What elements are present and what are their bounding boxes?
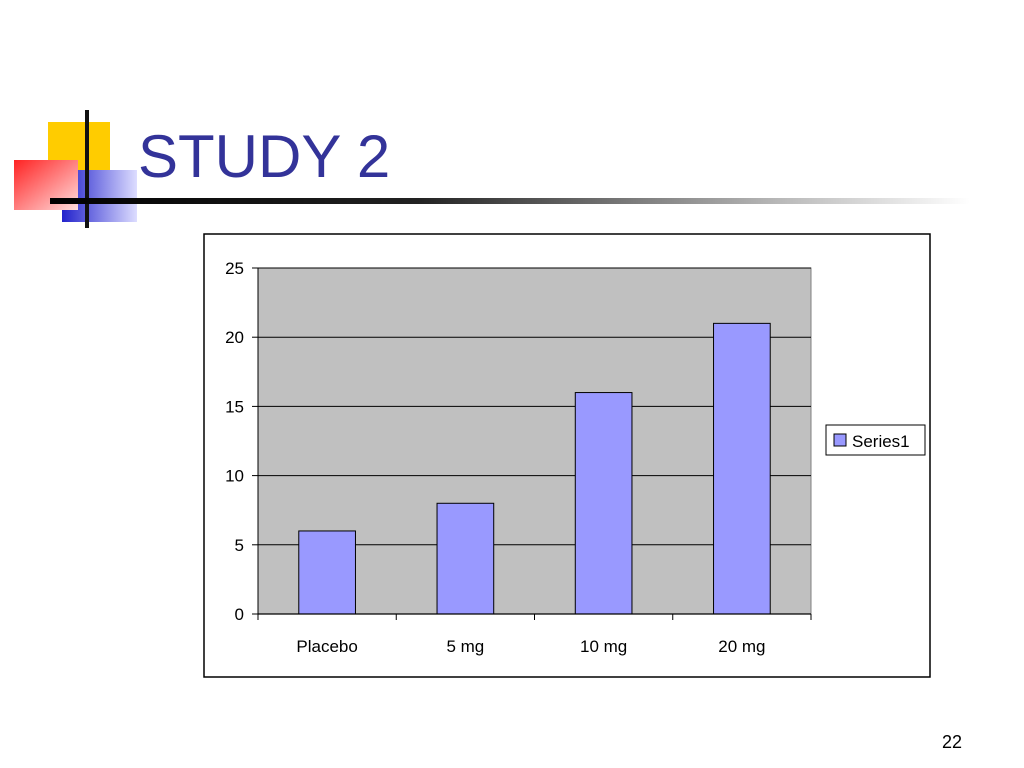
bar-placebo xyxy=(298,530,356,615)
legend: Series1 xyxy=(825,424,926,456)
axes xyxy=(252,267,812,620)
x-tick-label: 20 mg xyxy=(718,637,765,656)
legend-label: Series1 xyxy=(852,432,910,451)
y-tick-label: 20 xyxy=(225,328,244,347)
bars xyxy=(298,322,771,615)
bar-5-mg xyxy=(436,502,495,615)
bar-10-mg xyxy=(574,392,633,615)
bar-20-mg xyxy=(713,322,771,615)
slide-logo-decoration xyxy=(14,110,137,228)
y-tick-label: 5 xyxy=(235,536,244,555)
y-tick-label: 25 xyxy=(225,259,244,278)
page-number: 22 xyxy=(941,732,962,752)
x-tick-label: Placebo xyxy=(296,637,357,656)
y-tick-label: 15 xyxy=(225,397,244,416)
y-tick-label: 10 xyxy=(225,467,244,486)
x-tick-labels: Placebo 5 mg 10 mg 20 mg xyxy=(296,637,765,656)
page-title: STUDY 2 xyxy=(138,123,391,190)
logo-vertical-line xyxy=(85,110,89,228)
legend-swatch xyxy=(833,433,847,447)
title-divider xyxy=(50,198,970,204)
y-tick-labels: 0 5 10 15 20 25 xyxy=(225,259,244,624)
y-tick-label: 0 xyxy=(235,605,244,624)
x-tick-label: 10 mg xyxy=(580,637,627,656)
x-tick-label: 5 mg xyxy=(446,637,484,656)
